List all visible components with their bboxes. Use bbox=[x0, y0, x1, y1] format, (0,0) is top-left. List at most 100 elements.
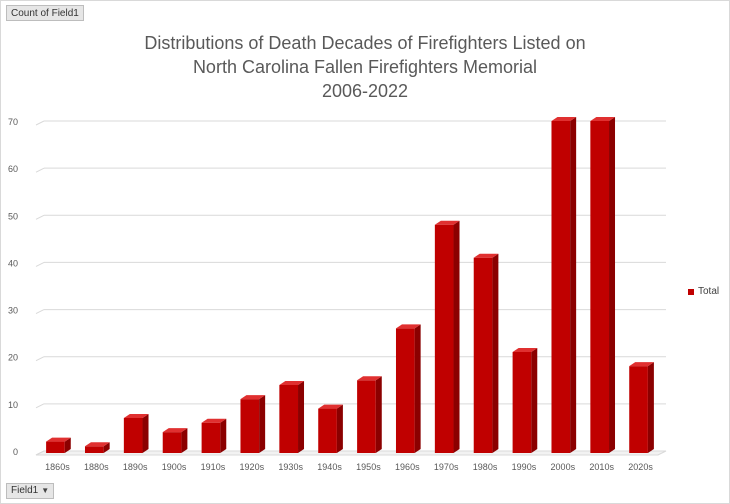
x-tick-label: 1980s bbox=[473, 462, 498, 472]
bar-top bbox=[162, 428, 188, 433]
bar-top bbox=[590, 117, 616, 121]
pivot-value-field-button[interactable]: Count of Field1 bbox=[6, 5, 84, 21]
bar-front bbox=[123, 418, 143, 453]
y-tick-label: 10 bbox=[8, 400, 18, 410]
bar-top bbox=[512, 348, 538, 352]
bar-side bbox=[336, 404, 343, 453]
bar bbox=[473, 253, 499, 453]
bar-front bbox=[46, 441, 65, 453]
y-tick-label: 70 bbox=[8, 117, 18, 127]
gridline-side bbox=[35, 214, 45, 220]
pivot-axis-field-button[interactable]: Field1 ▼ bbox=[6, 483, 55, 499]
pivot-value-field-label: Count of Field1 bbox=[11, 8, 79, 19]
bar-side bbox=[414, 324, 421, 453]
pivot-axis-field-label: Field1 bbox=[11, 485, 39, 496]
chart-title-line-1: Distributions of Death Decades of Firefi… bbox=[144, 33, 586, 53]
chart-title-line-2: North Carolina Fallen Firefighters Memor… bbox=[192, 57, 538, 77]
legend-label-total: Total bbox=[698, 286, 720, 297]
bar-front bbox=[512, 352, 532, 453]
x-tick-label: 2000s bbox=[551, 462, 576, 472]
chart-floor bbox=[35, 450, 667, 456]
bar-front bbox=[318, 408, 337, 453]
x-tick-label: 1860s bbox=[45, 462, 70, 472]
bar bbox=[629, 362, 654, 453]
legend: Total bbox=[688, 286, 719, 297]
bar bbox=[123, 414, 149, 453]
bar bbox=[46, 437, 71, 453]
bar-top bbox=[279, 381, 305, 385]
bar-top bbox=[240, 395, 266, 400]
bar-side bbox=[64, 437, 71, 453]
bar-side bbox=[375, 376, 382, 453]
gridline-side bbox=[35, 356, 45, 362]
gridline-side bbox=[35, 261, 45, 267]
bar-side bbox=[103, 442, 110, 453]
bar-front bbox=[434, 224, 454, 453]
bar bbox=[318, 404, 343, 453]
bar-front bbox=[279, 385, 299, 453]
x-tick-label: 1920s bbox=[240, 462, 265, 472]
bar-side bbox=[181, 428, 188, 453]
y-tick-label: 20 bbox=[8, 353, 18, 363]
chart-title: Distributions of Death Decades of Firefi… bbox=[60, 31, 670, 103]
bar bbox=[395, 324, 421, 453]
x-tick-label: 1950s bbox=[356, 462, 381, 472]
bar-front bbox=[162, 432, 182, 453]
bar-top bbox=[629, 362, 654, 367]
bar-side bbox=[531, 348, 538, 453]
bar bbox=[434, 220, 460, 453]
gridline-side bbox=[35, 120, 45, 126]
bar-front bbox=[395, 328, 415, 453]
bar-side bbox=[609, 117, 616, 453]
y-tick-label: 40 bbox=[8, 258, 18, 268]
bar-side bbox=[647, 362, 654, 453]
gridline-side bbox=[35, 309, 45, 315]
bar bbox=[84, 442, 110, 453]
x-tick-label: 1910s bbox=[201, 462, 226, 472]
triangle-down-icon[interactable]: ▼ bbox=[41, 486, 50, 495]
bar bbox=[357, 376, 382, 453]
bar-front bbox=[551, 121, 571, 453]
bar-side bbox=[298, 381, 305, 453]
y-tick-label: 0 bbox=[13, 447, 18, 457]
bar-top bbox=[123, 414, 149, 418]
bar-side bbox=[492, 253, 499, 453]
bar-top bbox=[84, 442, 110, 447]
bar-top bbox=[551, 117, 577, 121]
bar bbox=[590, 117, 616, 453]
bar-front bbox=[590, 121, 610, 453]
x-tick-label: 1990s bbox=[512, 462, 537, 472]
x-tick-label: 1880s bbox=[84, 462, 109, 472]
x-tick-label: 2020s bbox=[628, 462, 653, 472]
y-tick-label: 30 bbox=[8, 306, 18, 316]
bar-front bbox=[240, 399, 260, 453]
bar bbox=[512, 348, 538, 453]
x-tick-label: 1890s bbox=[123, 462, 148, 472]
bar-top bbox=[318, 404, 343, 409]
x-tick-label: 1930s bbox=[278, 462, 303, 472]
bar bbox=[240, 395, 266, 453]
bar-top bbox=[395, 324, 421, 329]
bar-front bbox=[357, 380, 376, 453]
bar bbox=[162, 428, 188, 453]
bar bbox=[279, 381, 305, 453]
x-tick-label: 1900s bbox=[162, 462, 187, 472]
x-tick-label: 2010s bbox=[589, 462, 614, 472]
bar-side bbox=[453, 220, 460, 453]
bar-top bbox=[201, 418, 227, 423]
bar-side bbox=[142, 414, 149, 453]
bar-top bbox=[434, 220, 460, 225]
gridline-side bbox=[35, 167, 45, 173]
x-tick-label: 1960s bbox=[395, 462, 420, 472]
bar bbox=[551, 117, 577, 453]
bar-side bbox=[570, 117, 577, 453]
y-axis-ticks: 0 10 20 30 40 50 60 70 bbox=[8, 117, 18, 457]
legend-swatch bbox=[688, 288, 694, 295]
x-tick-label: 1970s bbox=[434, 462, 459, 472]
bar bbox=[201, 418, 227, 453]
gridline-side bbox=[35, 403, 45, 409]
y-tick-label: 50 bbox=[8, 211, 18, 221]
x-axis-ticks: 1860s 1880s 1890s 1900s 1910s 1920s 1930s 1940s… bbox=[45, 462, 653, 472]
chart-title-line-3: 2006-2022 bbox=[321, 81, 409, 101]
bar-top bbox=[46, 437, 71, 442]
